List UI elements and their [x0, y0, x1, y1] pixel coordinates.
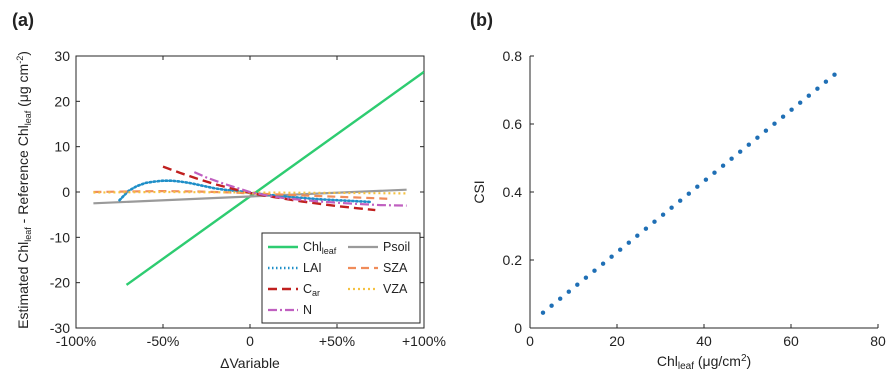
scatter-point	[772, 121, 777, 126]
series-line-lai	[118, 179, 374, 204]
scatter-point	[575, 282, 580, 287]
panel-a-x-tick-label: +100%	[402, 333, 446, 349]
scatter-point	[823, 79, 829, 84]
panel-a-x-tick-label: +50%	[319, 333, 355, 349]
legend-label-chl: Chlleaf	[303, 240, 337, 256]
scatter-point	[643, 226, 649, 231]
panel-b-axes: 0 20 40 60 80 0 0.2 0.4 0.6 0.8	[503, 48, 886, 349]
panel-a-x-tick-label: 0	[246, 333, 254, 349]
scatter-point	[806, 93, 811, 98]
panel-a-axes: -100% -50% 0 +50% +100% -30 -20 -10 0 10 20 30	[50, 48, 446, 349]
panel-b-x-axis-label-text: Chlleaf (μg/cm2)	[657, 353, 751, 372]
scatter-point	[738, 149, 743, 154]
panel-a-legend: Chlleaf Psoil LAI SZA Car VZA N	[261, 232, 421, 324]
scatter-point	[558, 296, 563, 301]
panel-a-y-tick-label: 10	[54, 139, 70, 155]
scatter-point	[540, 310, 546, 315]
scatter-point	[592, 268, 597, 273]
legend-label-lai: LAI	[303, 261, 322, 275]
legend-label-sza: SZA	[383, 261, 408, 275]
scatter-point	[652, 219, 657, 224]
panel-a-y-tick-label: 20	[54, 93, 70, 109]
scatter-point	[566, 289, 571, 294]
series-line-sza	[93, 189, 390, 200]
scatter-point	[626, 240, 631, 245]
scatter-point	[600, 261, 606, 266]
panel-a-y-tick-label: 0	[62, 184, 70, 200]
panel-b-x-tick-label: 0	[526, 333, 534, 349]
panel-b-y-tick-label: 0.4	[503, 184, 523, 200]
scatter-point	[755, 135, 760, 140]
panel-b-y-tick-label: 0.8	[503, 48, 523, 64]
scatter-point	[618, 247, 623, 252]
panel-a-y-tick-label: -20	[50, 275, 70, 291]
panel-b-x-axis-label: Chlleaf (μg/cm2)	[657, 353, 751, 372]
scatter-point	[549, 303, 554, 308]
legend-label-vza: VZA	[383, 282, 408, 296]
scatter-point	[660, 212, 666, 217]
panel-a-label: (a)	[12, 10, 34, 30]
scatter-point	[789, 107, 794, 112]
panel-b-points	[540, 72, 837, 315]
scatter-point	[746, 142, 751, 147]
scatter-point	[678, 198, 683, 203]
panel-a-y-tick-label: 30	[54, 48, 70, 64]
panel-b-y-axis-label: CSI	[471, 180, 487, 203]
panel-b: (b) CSI Chlleaf (μg/cm2) 0 20 40 60 80 0 0.2 0.…	[470, 10, 886, 372]
panel-a-x-tick-label: -100%	[56, 333, 96, 349]
panel-a-y-tick-label: -10	[50, 229, 70, 245]
panel-a-y-tick-label: -30	[50, 320, 70, 336]
series-line-n	[193, 171, 407, 207]
panel-a-x-axis-label: ΔVariable	[220, 355, 280, 371]
scatter-point	[686, 191, 691, 196]
panel-a: (a) Estimated Chlleaf - Reference Chllea…	[12, 10, 446, 371]
scatter-point	[712, 170, 717, 175]
panel-b-x-tick-label: 60	[783, 333, 799, 349]
panel-b-y-tick-label: 0.6	[503, 116, 523, 132]
panel-a-x-tick-label: -50%	[147, 333, 180, 349]
scatter-point	[815, 86, 820, 91]
scatter-point	[635, 233, 640, 238]
legend-label-c: Car	[303, 282, 320, 298]
panel-b-x-tick-label: 40	[696, 333, 712, 349]
scatter-point	[669, 205, 674, 210]
scatter-point	[720, 163, 726, 168]
legend-label-psoil: Psoil	[383, 240, 410, 254]
scatter-point	[763, 128, 769, 133]
panel-a-y-axis-label-text: Estimated Chlleaf - Reference Chlleaf (μ…	[15, 51, 33, 329]
scatter-point	[832, 72, 837, 77]
panel-a-series	[93, 70, 424, 286]
panel-b-x-tick-label: 20	[609, 333, 625, 349]
scatter-point	[798, 100, 803, 105]
panel-a-y-axis-label: Estimated Chlleaf - Reference Chlleaf (μ…	[15, 51, 33, 329]
series-line-chl	[125, 70, 424, 286]
scatter-point	[609, 254, 614, 259]
scatter-point	[703, 177, 709, 182]
scatter-point	[780, 114, 786, 119]
scatter-point	[729, 156, 734, 161]
scatter-point	[583, 275, 589, 280]
scatter-point	[695, 184, 700, 189]
panel-b-y-tick-label: 0	[514, 320, 522, 336]
series-line-c	[162, 165, 376, 212]
legend-label-n: N	[303, 303, 312, 317]
panel-b-label: (b)	[470, 10, 493, 30]
panel-b-y-tick-label: 0.2	[503, 252, 523, 268]
panel-b-x-tick-label: 80	[870, 333, 886, 349]
